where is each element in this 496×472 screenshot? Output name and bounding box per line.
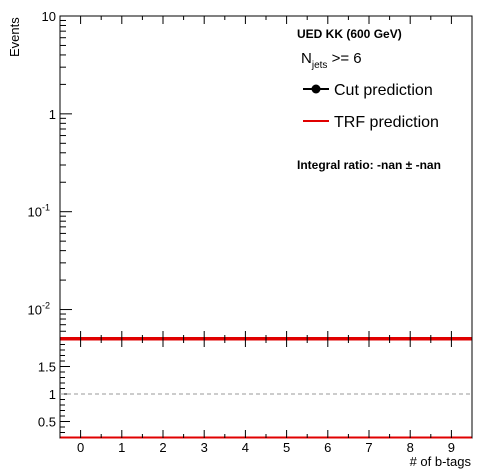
x-tick-label: 0	[77, 440, 84, 455]
x-axis-label: # of b-tags	[410, 454, 472, 469]
njets-label: Njets >= 6	[301, 50, 362, 71]
njets-main: N	[301, 50, 312, 67]
top-y-axis: 10 1 10-1 10-2	[28, 9, 72, 340]
legend-cut-marker	[311, 84, 321, 94]
ratio-y-tick-label: 1	[49, 387, 56, 402]
ratio-series-group	[60, 338, 472, 439]
x-tick-label: 2	[159, 440, 166, 455]
x-tick-label: 4	[242, 440, 249, 455]
ratio-y-tick-label: 1.5	[38, 360, 56, 375]
top-y-tick-label: 10-2	[28, 301, 50, 318]
ratio-y-axis: 0.5 1 1.5	[38, 344, 70, 433]
ratio-y-tick-label: 0.5	[38, 415, 56, 430]
integral-ratio-label: Integral ratio: -nan ± -nan	[297, 158, 441, 172]
legend-cut-label: Cut prediction	[334, 82, 433, 99]
x-axis: 0 1 2 3 4 5 6 7 8 9	[59, 16, 473, 455]
top-panel-frame	[59, 15, 473, 340]
legend: Cut prediction TRF prediction	[303, 82, 439, 131]
x-tick-label: 9	[448, 440, 455, 455]
njets-sub: jets	[311, 60, 328, 71]
x-tick-label: 5	[283, 440, 290, 455]
njets-rest: >= 6	[327, 50, 361, 67]
x-tick-label: 1	[118, 440, 125, 455]
sample-label: UED KK (600 GeV)	[297, 27, 402, 41]
top-y-tick-label: 10-1	[28, 203, 50, 220]
x-tick-label: 7	[365, 440, 372, 455]
ratio-panel-frame	[59, 338, 473, 439]
top-y-tick-label: 1	[49, 107, 56, 122]
x-tick-label: 6	[324, 440, 331, 455]
x-tick-label: 3	[201, 440, 208, 455]
top-y-tick-label: 10	[42, 9, 56, 24]
y-axis-label: Events	[7, 17, 22, 57]
x-tick-label: 8	[407, 440, 414, 455]
legend-trf-label: TRF prediction	[334, 114, 439, 131]
